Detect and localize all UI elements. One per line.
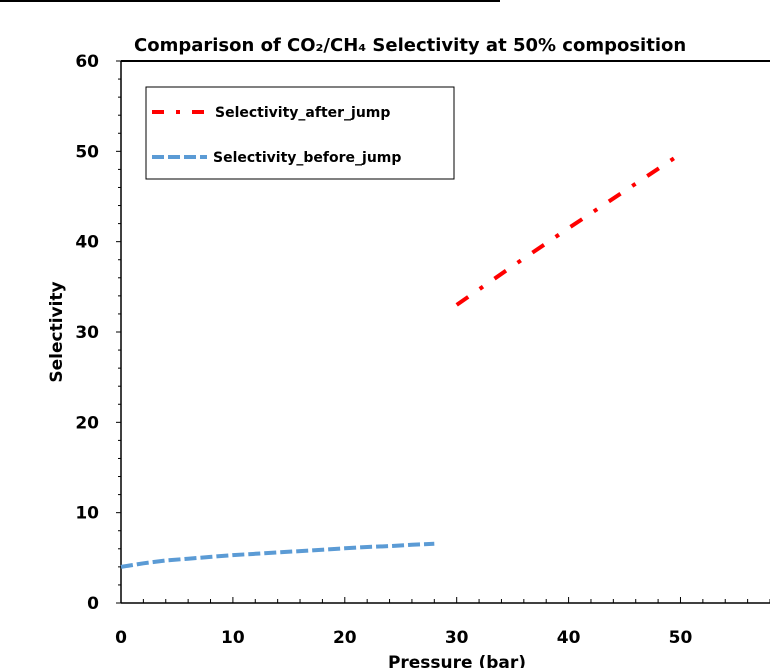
x-tick-label: 40 [557, 628, 581, 648]
y-axis-title: Selectivity [47, 281, 67, 382]
series-before-jump-line [120, 541, 435, 569]
legend-label-after-jump: Selectivity_after_jump [215, 105, 390, 121]
x-tick-label: 20 [333, 628, 357, 648]
y-tick-label: 60 [75, 52, 99, 72]
y-tick-label: 40 [75, 233, 99, 253]
x-axis-title: Pressure (bar) [388, 653, 526, 668]
series-after-jump-line [455, 152, 682, 307]
y-tick-label: 30 [75, 323, 99, 343]
series-lines [120, 152, 682, 569]
legend-box [145, 86, 455, 180]
y-axis-ticks: 0 10 20 30 40 50 60 [75, 52, 121, 614]
chart-title-text: Comparison of CO₂/CH₄ Selectivity at 50%… [134, 35, 686, 56]
chart-title: Comparison of CO₂/CH₄ Selectivity at 50%… [134, 35, 686, 56]
x-axis-ticks: 0 10 20 30 40 50 [115, 597, 770, 648]
chart-legend: Selectivity_after_jump Selectivity_befor… [145, 86, 455, 180]
legend-label-before-jump: Selectivity_before_jump [213, 150, 401, 166]
x-tick-label: 0 [115, 628, 127, 648]
y-tick-label: 0 [87, 594, 99, 614]
y-tick-label: 10 [75, 504, 99, 524]
x-tick-label: 30 [445, 628, 469, 648]
x-tick-label: 10 [221, 628, 245, 648]
x-tick-label: 50 [669, 628, 693, 648]
y-tick-label: 50 [75, 142, 99, 162]
y-tick-label: 20 [75, 413, 99, 433]
